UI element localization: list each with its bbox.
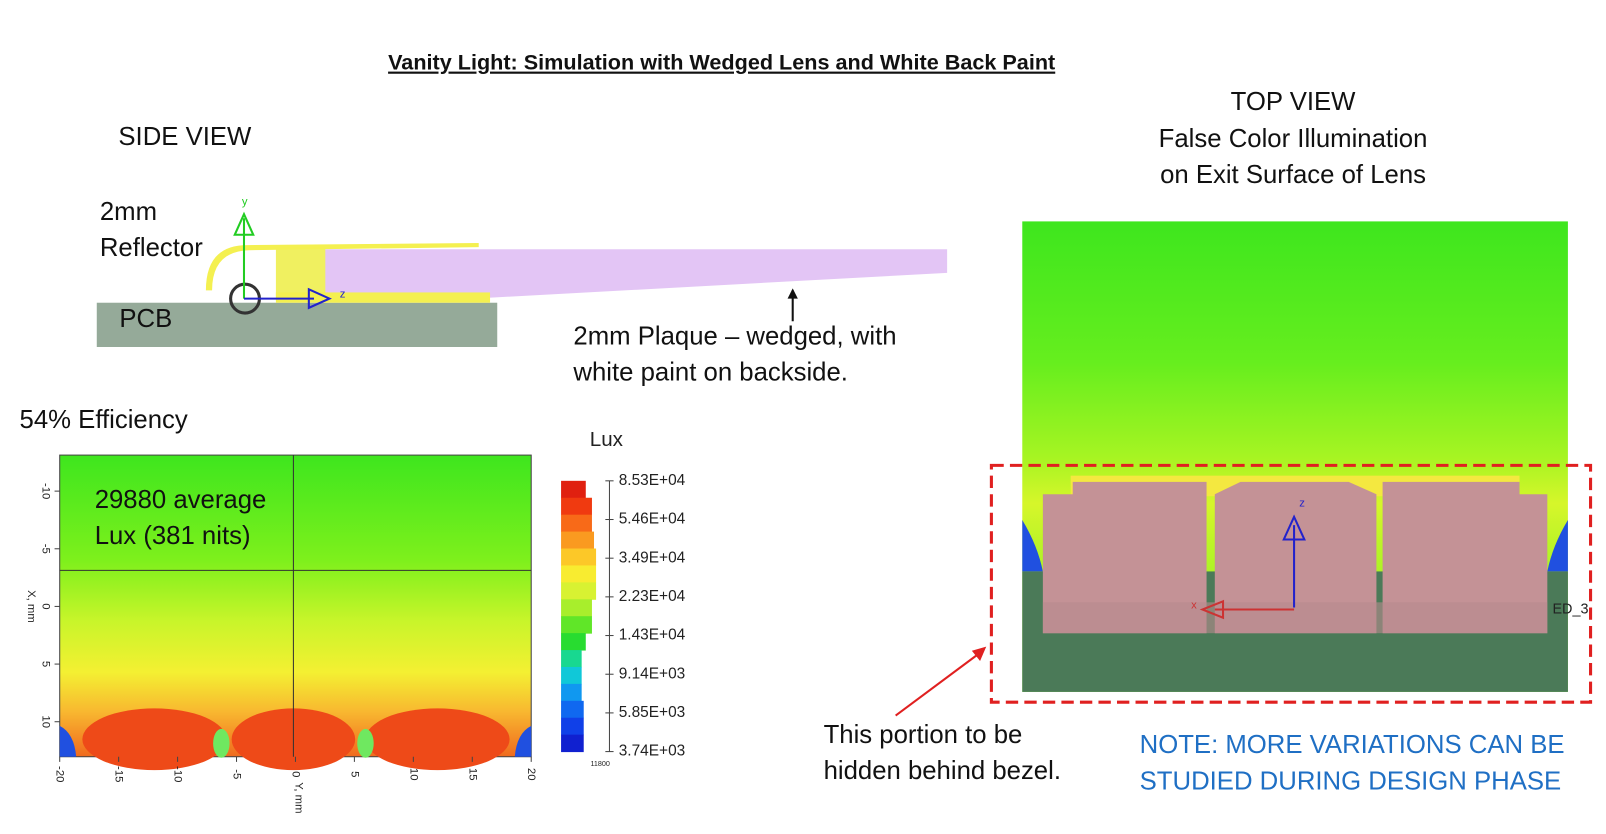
x-tick-label: -20	[54, 766, 66, 782]
reflector-base	[275, 292, 491, 303]
bezel-note: hidden behind bezel.	[824, 757, 1061, 785]
colorbar-label: 2.23E+04	[619, 588, 686, 605]
x-tick-label: 0	[289, 771, 301, 777]
colorbar-title: Lux	[590, 428, 624, 451]
colorbar-label: 8.53E+04	[619, 472, 686, 489]
top-view-heading: TOP VIEW	[1231, 88, 1357, 116]
axis-arrow	[1282, 514, 1306, 541]
plaque	[324, 249, 948, 299]
x-tick-label: -15	[113, 766, 125, 782]
x-tick-label: 15	[466, 768, 478, 781]
colorbar: 8.53E+04 5.46E+04 3.49E+04 2.23E+04 1.43E+04…	[561, 472, 686, 760]
colorbar-step	[561, 683, 582, 702]
x-tick-label: 10	[407, 768, 419, 781]
side-view: SIDE VIEW 2mm Reflector PCB y z 2mm Plaq…	[96, 123, 948, 387]
colorbar-step	[561, 734, 584, 753]
led-label: ED_3	[1552, 601, 1588, 617]
colorbar-step	[561, 582, 597, 600]
bezel-note: This portion to be	[824, 721, 1023, 749]
bezel-arrow	[895, 651, 981, 717]
y-tick-label: 0	[39, 603, 51, 609]
axis-arrow	[307, 287, 332, 310]
y-axis-label: X, mm	[25, 590, 37, 623]
lens-block	[1214, 481, 1377, 634]
colorbar-step	[561, 633, 586, 651]
axis-label: y	[242, 196, 248, 208]
axis-label: z	[1299, 497, 1305, 509]
x-tick-label: -5	[231, 769, 243, 779]
colorbar-step	[561, 666, 582, 685]
colorbar-step	[561, 700, 584, 719]
y-tick-label: -10	[39, 483, 51, 499]
edge	[59, 725, 77, 757]
lens-block	[1382, 481, 1548, 634]
colorbar-label: 1.43E+04	[619, 627, 686, 644]
axis-label: z	[340, 288, 346, 300]
title: Vanity Light: Simulation with Wedged Len…	[388, 50, 1055, 75]
colorbar-step	[561, 616, 592, 634]
reflector-label: Reflector	[100, 234, 203, 262]
bezel-arrow-head	[971, 646, 987, 661]
colorbar-step	[561, 531, 595, 550]
x-tick-label: 20	[525, 768, 537, 781]
design-note: STUDIED DURING DESIGN PHASE	[1140, 767, 1562, 795]
top-view-heading: on Exit Surface of Lens	[1160, 161, 1426, 189]
side-view-heading: SIDE VIEW	[118, 123, 252, 151]
edge	[1547, 519, 1568, 572]
coolspot	[213, 728, 230, 758]
pcb-label: PCB	[119, 305, 172, 333]
colorbar-step	[561, 650, 582, 668]
x-axis-label: Y, mm	[293, 782, 305, 813]
efficiency: 54% Efficiency	[20, 406, 188, 434]
y-tick-label: 5	[39, 661, 51, 667]
y-tick-label: 10	[39, 715, 51, 728]
annotation: 29880 average	[95, 486, 267, 514]
illuminance-map: 54% Efficiency 29880 average Lux (381 ni…	[20, 406, 686, 814]
reflector	[205, 243, 479, 291]
axis-arrow	[233, 211, 255, 236]
colorbar-label: 9.14E+03	[619, 665, 686, 682]
edge	[514, 725, 532, 757]
colorbar-step	[561, 565, 597, 583]
design-note: NOTE: MORE VARIATIONS CAN BE	[1140, 731, 1565, 759]
x-tick-label: 5	[348, 771, 360, 777]
pcb	[96, 302, 498, 347]
hotspot	[365, 708, 510, 771]
axis-label: x	[1191, 599, 1197, 611]
pointer-head	[787, 288, 798, 299]
x-tick-label: -10	[172, 766, 184, 782]
colorbar-footer: 11800	[590, 759, 609, 768]
colorbar-label: 3.74E+03	[619, 743, 686, 760]
colorbar-step	[561, 497, 592, 516]
colorbar-step	[561, 717, 584, 736]
colorbar-label: 5.46E+04	[619, 511, 686, 528]
lens-block	[1042, 481, 1207, 634]
colorbar-label: 5.85E+03	[619, 704, 686, 721]
colorbar-step	[561, 480, 586, 499]
led-block	[275, 247, 326, 301]
y-tick-label: -5	[39, 544, 51, 554]
colorbar-step	[561, 514, 592, 533]
edge	[1022, 519, 1043, 572]
heatmap	[59, 454, 532, 758]
plaque-label: 2mm Plaque – wedged, with	[573, 323, 896, 351]
hotspot	[82, 708, 227, 771]
plaque-label: white paint on backside.	[572, 359, 848, 387]
colorbar-step	[561, 548, 597, 566]
annotation: Lux (381 nits)	[95, 522, 251, 550]
colorbar-step	[561, 599, 592, 617]
axis-arrow	[1199, 599, 1225, 620]
top-view-heading: False Color Illumination	[1159, 125, 1428, 153]
colorbar-label: 3.49E+04	[619, 549, 686, 566]
reflector-label: 2mm	[100, 198, 157, 226]
coolspot	[357, 728, 374, 758]
bezel-region	[989, 463, 1593, 704]
top-view: TOP VIEW False Color Illumination on Exi…	[824, 88, 1593, 795]
